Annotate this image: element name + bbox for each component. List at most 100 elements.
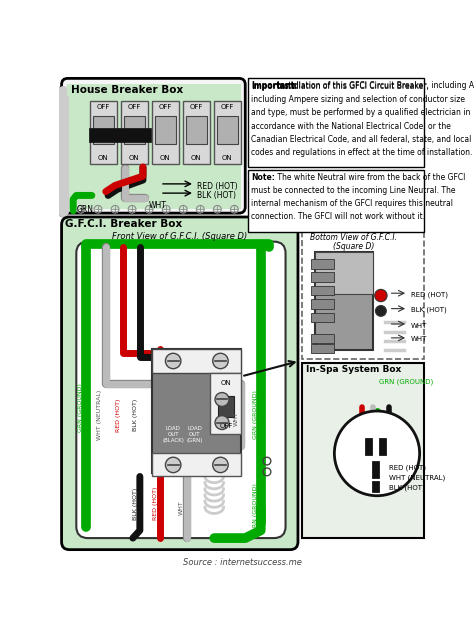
Text: OFF: OFF <box>128 104 141 110</box>
Text: OFF: OFF <box>190 104 203 110</box>
Text: connection. The GFCI will not work without it.: connection. The GFCI will not work witho… <box>251 212 426 221</box>
Text: LOAD
OUT
(BLACK): LOAD OUT (BLACK) <box>162 427 184 443</box>
Bar <box>67 84 241 96</box>
Text: WHT: WHT <box>179 500 184 515</box>
Bar <box>315 252 373 294</box>
Circle shape <box>215 416 229 429</box>
FancyBboxPatch shape <box>76 242 285 538</box>
Text: Canadian Electrical Code, and all federal, state, and local: Canadian Electrical Code, and all federa… <box>251 134 472 143</box>
Text: BLK (HOT): BLK (HOT) <box>390 485 425 491</box>
Circle shape <box>334 411 419 496</box>
Circle shape <box>165 457 181 472</box>
Bar <box>186 116 207 144</box>
Text: BLK (HOT): BLK (HOT) <box>133 488 138 519</box>
Text: GRN (GROUND): GRN (GROUND) <box>253 483 258 532</box>
Text: OFF: OFF <box>219 423 233 429</box>
Text: WHT: WHT <box>411 337 428 342</box>
Bar <box>311 259 334 269</box>
Bar <box>210 373 241 434</box>
Text: WHT (NEUTRAL): WHT (NEUTRAL) <box>97 390 102 440</box>
Text: G.F.C.I. Breaker Box: G.F.C.I. Breaker Box <box>65 219 182 230</box>
Bar <box>90 101 117 164</box>
Bar <box>311 285 334 295</box>
Text: OFF: OFF <box>97 104 110 110</box>
Text: Important:: Important: <box>251 82 298 91</box>
Text: ON: ON <box>98 155 109 162</box>
Text: Front View of G.F.C.I. (Square D): Front View of G.F.C.I. (Square D) <box>112 233 247 242</box>
Bar <box>124 116 145 144</box>
Text: GRN (GROUND): GRN (GROUND) <box>379 378 433 385</box>
Bar <box>121 101 147 164</box>
Bar <box>218 116 237 144</box>
Bar <box>183 101 210 164</box>
Circle shape <box>213 353 228 369</box>
Bar <box>302 363 424 538</box>
Text: ON: ON <box>129 155 140 162</box>
Text: RED (HOT): RED (HOT) <box>116 398 121 432</box>
Bar <box>152 453 241 477</box>
Text: Source : internetsuccess.me: Source : internetsuccess.me <box>183 558 302 567</box>
Text: (Square D): (Square D) <box>333 242 374 252</box>
Bar <box>372 481 379 492</box>
Bar <box>248 79 424 167</box>
Text: including Ampere sizing and selection of conductor size: including Ampere sizing and selection of… <box>251 95 465 105</box>
Bar <box>214 101 241 164</box>
Circle shape <box>374 289 387 302</box>
Bar <box>365 438 372 455</box>
Text: and type, must be performed by a qualified electrician in: and type, must be performed by a qualifi… <box>251 108 471 117</box>
Text: Installation of this GFCI Circuit Breaker,: Installation of this GFCI Circuit Breake… <box>275 82 428 91</box>
Bar <box>311 273 334 281</box>
Bar <box>152 349 241 472</box>
Text: WHT: WHT <box>234 411 238 426</box>
Bar <box>67 84 241 209</box>
Text: GRN (GROUND): GRN (GROUND) <box>79 383 83 432</box>
Bar <box>315 252 373 350</box>
Text: ON: ON <box>160 155 171 162</box>
Text: accordance with the National Electrical Code, or the: accordance with the National Electrical … <box>251 122 451 131</box>
Text: WHT: WHT <box>148 201 166 210</box>
Text: ON: ON <box>220 380 231 386</box>
Text: Bottom View of G.F.C.I.: Bottom View of G.F.C.I. <box>310 233 397 242</box>
Text: must be connected to the incoming Line Neutral. The: must be connected to the incoming Line N… <box>251 186 456 195</box>
FancyBboxPatch shape <box>62 217 298 550</box>
Text: internal mechanism of the GFCI requires this neutral: internal mechanism of the GFCI requires … <box>251 199 454 209</box>
Text: ON: ON <box>222 155 233 162</box>
FancyBboxPatch shape <box>62 79 245 213</box>
Bar <box>379 438 385 455</box>
Circle shape <box>165 353 181 369</box>
Text: RED (HOT): RED (HOT) <box>411 292 448 298</box>
Bar <box>311 344 334 353</box>
Text: BLK (HOT): BLK (HOT) <box>197 191 236 200</box>
Text: ON: ON <box>191 155 202 162</box>
Text: codes and regulations in effect at the time of installation.: codes and regulations in effect at the t… <box>251 148 473 157</box>
Text: LOAD
OUT
(GRN): LOAD OUT (GRN) <box>187 427 203 443</box>
Bar <box>372 461 379 478</box>
Text: WHT (NEUTRAL): WHT (NEUTRAL) <box>390 475 446 481</box>
Bar <box>152 349 241 373</box>
Text: WHT: WHT <box>411 323 428 328</box>
Bar <box>302 230 424 359</box>
Text: GRN (GROUND): GRN (GROUND) <box>253 391 258 439</box>
Bar <box>93 116 113 144</box>
Bar <box>218 396 234 417</box>
Text: House Breaker Box: House Breaker Box <box>71 86 183 95</box>
Bar <box>152 101 179 164</box>
Circle shape <box>215 392 229 406</box>
Circle shape <box>213 457 228 472</box>
Text: In-Spa System Box: In-Spa System Box <box>306 365 401 374</box>
Text: The white Neutral wire from the back of the GFCI: The white Neutral wire from the back of … <box>275 173 465 182</box>
Text: Important:: Important: <box>251 82 298 91</box>
Bar <box>311 299 334 309</box>
Text: RED (HOT): RED (HOT) <box>197 182 238 191</box>
Text: OFF: OFF <box>159 104 172 110</box>
Bar <box>311 334 334 343</box>
Text: Note:: Note: <box>251 173 275 182</box>
Text: GRN: GRN <box>76 205 93 214</box>
Bar <box>155 116 175 144</box>
Bar <box>248 170 424 231</box>
Circle shape <box>375 306 386 316</box>
Text: OFF: OFF <box>221 104 234 110</box>
Text: BLK (HOT): BLK (HOT) <box>133 399 138 431</box>
Bar <box>89 129 151 142</box>
Bar <box>311 313 334 323</box>
